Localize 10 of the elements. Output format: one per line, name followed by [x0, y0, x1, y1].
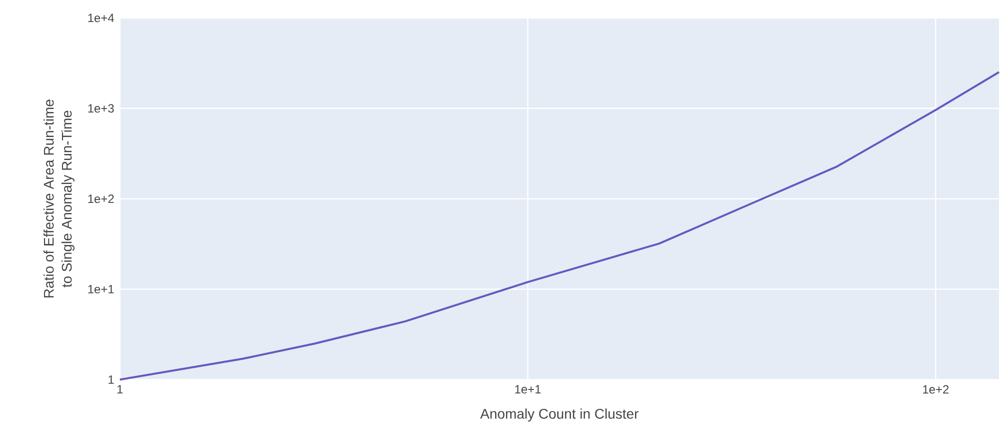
- x-tick-label: 1e+2: [923, 385, 949, 394]
- y-tick-label: 1e+4: [88, 14, 114, 22]
- y-axis-title: Ratio of Effective Area Run-time to Single Anomaly Run-Time: [43, 100, 74, 298]
- y-tick-label: 1e+2: [88, 194, 114, 204]
- y-tick-label: 1e+3: [88, 104, 114, 113]
- x-axis-title: Anomaly Count in Cluster: [480, 408, 638, 422]
- y-tick-label: 1e+1: [88, 285, 114, 294]
- x-tick-label: 1: [117, 385, 123, 394]
- x-tick-label: 1e+1: [515, 385, 541, 394]
- y-tick-label: 1: [108, 376, 114, 384]
